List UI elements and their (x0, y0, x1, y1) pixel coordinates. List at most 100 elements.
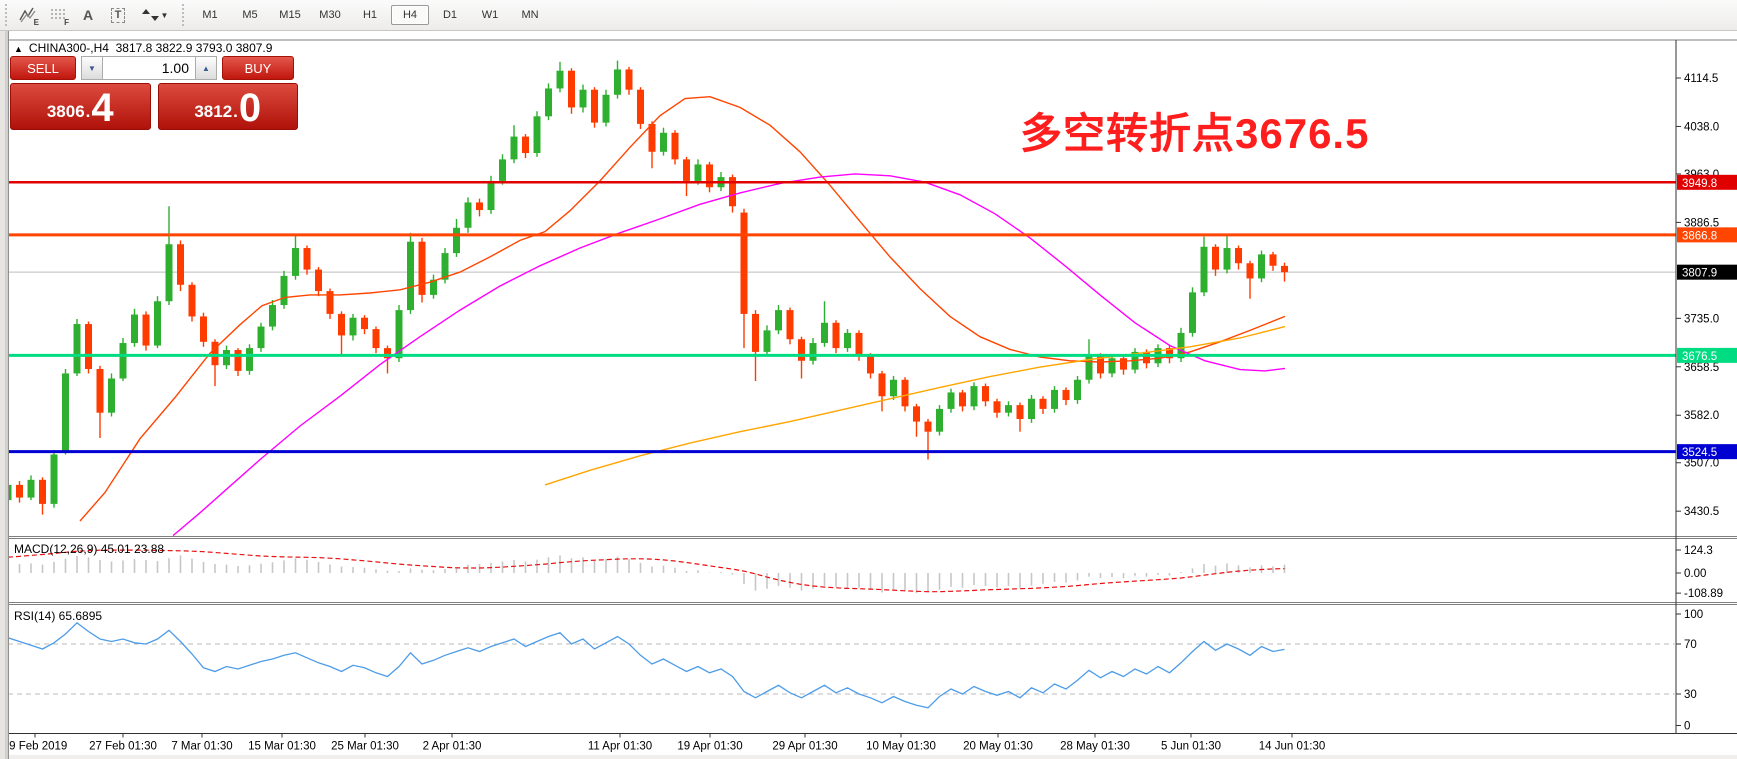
candle-down (372, 329, 380, 349)
buy-price-dot: . (233, 102, 238, 121)
time-axis-label: 11 Apr 01:30 (588, 741, 652, 753)
sell-button[interactable]: SELL (10, 56, 76, 80)
candle-up (614, 69, 621, 95)
candle-up (579, 89, 587, 108)
trade-panel-top-row: SELL ▼ ▲ BUY (10, 56, 298, 80)
text-label-tool-button[interactable]: A (75, 3, 101, 27)
price-axis-label: 3658.5 (1684, 362, 1719, 374)
candle-down (200, 316, 207, 342)
ma-fast-line (79, 95, 1286, 522)
candle-up (108, 378, 115, 413)
buy-price-display[interactable]: 3812 . 0 (157, 83, 298, 130)
sell-price-dot: . (85, 102, 91, 121)
price-badge: 3949.8 (1677, 174, 1737, 190)
candle-down (384, 348, 391, 359)
candle-up (487, 180, 495, 211)
price-badge: 3524.5 (1677, 444, 1737, 460)
main-price-panel (8, 60, 1676, 537)
macd-panel (8, 549, 1286, 594)
chart-background (8, 30, 1737, 755)
sell-price-display[interactable]: 3806 . 4 (10, 83, 151, 130)
candle-up (154, 301, 161, 346)
candle-down (326, 291, 334, 314)
buy-button[interactable]: BUY (222, 56, 294, 80)
tf-button-m30[interactable]: M30 (319, 9, 341, 21)
volume-increase-button[interactable]: ▲ (195, 56, 217, 80)
candle-up (1085, 355, 1093, 380)
candle-up (1028, 398, 1035, 420)
candle-up (1108, 358, 1116, 374)
candle-up (165, 244, 173, 302)
candle-up (844, 332, 851, 349)
toolbar-grip[interactable] (181, 4, 186, 26)
candle-up (257, 326, 265, 349)
grid-tool-button[interactable]: F (45, 3, 71, 27)
chart-text-annotation[interactable]: 多空转折点3676.5 (1020, 110, 1370, 157)
tf-button-m5[interactable]: M5 (242, 9, 258, 21)
chart-draw-tool-button[interactable]: E (15, 3, 41, 27)
toolbar: E F A T ▼ M1 M5 M15 M30 H1 H4 D (0, 0, 1737, 31)
time-axis-label: 27 Feb 01:30 (89, 741, 157, 753)
time-axis-label: 7 Mar 01:30 (171, 741, 232, 753)
candle-down (683, 159, 690, 181)
svg-text:3676.5: 3676.5 (1682, 351, 1717, 363)
candle-up (27, 479, 35, 498)
time-axis-label: 15 Mar 01:30 (248, 741, 316, 753)
candle-down (993, 401, 1001, 413)
tool-sub-label: E (33, 18, 39, 27)
arrows-dropdown-button[interactable]: ▼ (135, 3, 175, 27)
ohlc-values: 3817.8 3822.9 3793.0 3807.9 (115, 41, 273, 55)
boxed-t-icon: T (110, 7, 126, 23)
time-axis-label: 5 Jun 01:30 (1161, 741, 1221, 753)
rsi-indicator-label: RSI(14) 65.6895 (14, 609, 103, 623)
volume-decrease-button[interactable]: ▼ (81, 56, 103, 80)
tf-button-m15[interactable]: M15 (279, 9, 301, 21)
candle-down (522, 136, 529, 154)
candle-down (786, 310, 794, 340)
candle-down (1212, 246, 1219, 270)
candle-up (8, 484, 12, 501)
time-axis-label: 25 Mar 01:30 (331, 741, 399, 753)
candle-down (315, 269, 322, 292)
one-click-trading-panel: SELL ▼ ▲ BUY 3806 . 4 3812 . 0 (10, 56, 298, 130)
tf-button-h4[interactable]: H4 (391, 5, 429, 25)
candle-up (453, 227, 460, 254)
candle-down (706, 164, 713, 188)
macd-axis-label: 124.3 (1684, 545, 1713, 557)
tf-button-w1[interactable]: W1 (481, 9, 499, 21)
tf-button-h1[interactable]: H1 (362, 9, 378, 21)
price-badge: 3807.9 (1677, 264, 1737, 280)
candle-up (936, 408, 943, 432)
rsi-axis-label: 30 (1684, 689, 1697, 701)
price-axis-label: 3735.0 (1684, 313, 1719, 325)
candle-up (349, 317, 357, 336)
tf-button-d1[interactable]: D1 (442, 9, 458, 21)
candle-up (269, 305, 276, 327)
candle-down (982, 386, 989, 402)
candle-down (637, 89, 644, 124)
ma-mid-line (172, 173, 1286, 537)
macd-signal-line (8, 549, 1285, 593)
text-box-tool-button[interactable]: T (105, 3, 131, 27)
toolbar-grip[interactable] (4, 4, 9, 26)
candle-up (1051, 389, 1058, 409)
candle-down (1016, 405, 1024, 420)
candle-down (625, 69, 633, 90)
candle-up (809, 343, 817, 361)
volume-input[interactable] (103, 56, 195, 80)
candle-down (361, 317, 368, 330)
tf-button-mn[interactable]: MN (521, 9, 539, 21)
sell-price-main: 3806 (46, 102, 85, 121)
candle-down (96, 368, 104, 413)
candle-down (303, 248, 311, 270)
candle-down (1269, 254, 1277, 266)
candle-up (821, 322, 828, 344)
price-axis-label: 3886.5 (1684, 217, 1719, 229)
tf-button-m1[interactable]: M1 (202, 9, 218, 21)
collapse-panel-icon[interactable]: ▲ (14, 44, 23, 54)
rsi-line (8, 621, 1285, 709)
rsi-panel (8, 621, 1676, 709)
candle-up (499, 159, 506, 181)
candle-up (119, 343, 127, 379)
